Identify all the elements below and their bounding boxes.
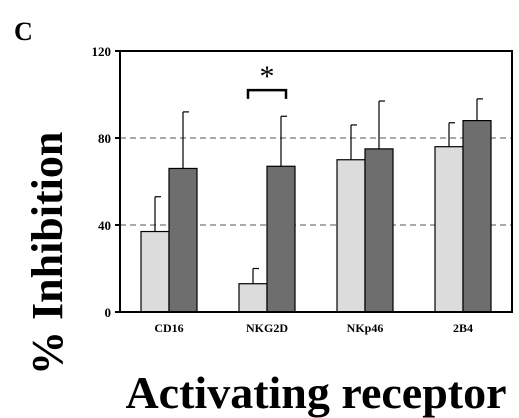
bar-nkg2d-s2: [266, 165, 296, 313]
bar-2b4-s2: [462, 119, 492, 313]
bar-nkp46-s2: [364, 148, 394, 313]
x-axis-label: Activating receptor: [125, 367, 506, 418]
category-label-nkg2d: NKG2D: [246, 321, 288, 335]
y-tick-label: 120: [92, 44, 112, 59]
bar-cd16-s2: [168, 167, 198, 313]
y-ticks-group: 0 40 80 120: [92, 44, 120, 320]
bar-2b4-s1: [434, 146, 464, 313]
panel-label: C: [14, 17, 33, 46]
category-label-2b4: 2B4: [453, 321, 473, 335]
y-tick-label: 80: [98, 131, 111, 146]
bars-group: [140, 119, 492, 313]
significance-star: *: [260, 60, 275, 93]
significance-bracket: [246, 88, 288, 99]
bar-cd16-s1: [140, 230, 170, 313]
category-labels-group: CD16 NKG2D NKp46 2B4: [154, 321, 473, 335]
bar-nkp46-s1: [336, 159, 366, 313]
y-axis-label: % Inhibition: [23, 132, 72, 375]
category-label-nkp46: NKp46: [347, 321, 384, 335]
bar-nkg2d-s1: [238, 283, 268, 313]
y-tick-label: 0: [105, 305, 112, 320]
plot-frame: [119, 50, 513, 313]
significance-annotation: *: [246, 60, 288, 99]
error-bars-group: [154, 98, 483, 284]
category-label-cd16: CD16: [154, 321, 183, 335]
y-tick-label: 40: [98, 218, 111, 233]
